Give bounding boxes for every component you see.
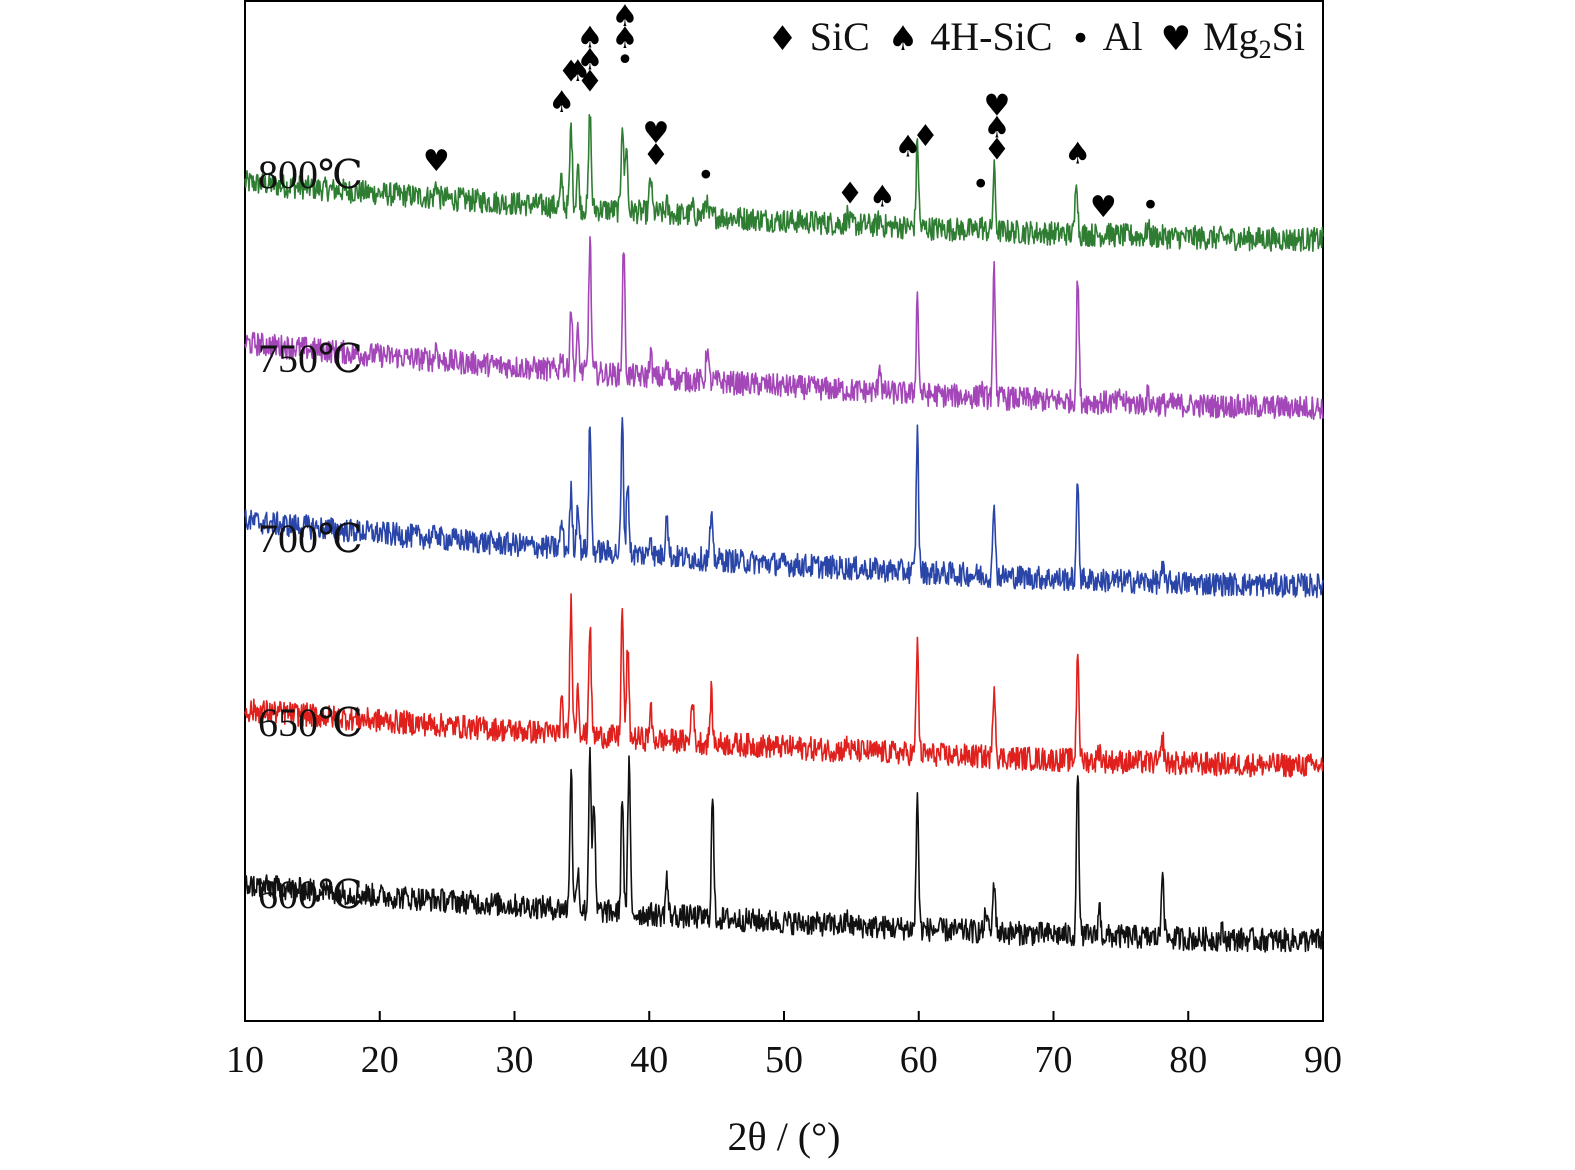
series-label: 600℃ [258,872,363,917]
series-label: 800℃ [258,152,363,197]
peak-marker-heart-icon: ♥ [643,116,670,151]
series-label: 750℃ [258,336,363,381]
peak-marker-dot-icon: • [616,43,634,78]
legend-dot-icon: • [1071,19,1091,59]
series-label: 650℃ [258,700,363,745]
peak-marker-heart-icon: ♥ [423,144,450,179]
series-trace [244,746,1324,953]
x-tick-label: 60 [900,1039,938,1081]
legend-label: Mg [1203,14,1259,59]
legend-label-suffix: Si [1272,14,1305,59]
peak-marker-diamond-icon: ♦ [983,132,1010,167]
x-tick-label: 80 [1169,1039,1207,1081]
x-axis-title: 2θ / (°) [728,1114,841,1159]
legend-label: 4H-SiC [930,14,1052,59]
plot-frame [244,0,1324,1022]
legend-label: Al [1103,14,1143,59]
x-tick-label: 40 [630,1039,668,1081]
peak-marker-heart-icon: ♥ [983,88,1010,123]
peak-marker-diamond-icon: ♦ [837,176,864,211]
peak-markers: ♥♠♦♠♦♠♠•♠♠♦♥•♦ ♠♠♦•♦♠♥♠♥ • [423,0,1159,225]
peak-marker-dot-icon: • [1142,189,1160,224]
legend: ♦ SiC ♠ 4H-SiC • Al ♥ Mg2Si [767,14,1305,64]
legend-label: SiC [810,14,870,59]
peak-marker-spade-icon: ♠ [1064,137,1091,172]
series-trace [244,417,1324,599]
peak-marker-diamond-icon: ♦ [577,64,604,99]
peak-marker-dot-icon: • [697,159,715,194]
series-trace [244,593,1324,778]
peak-marker-dot-icon: • [972,168,990,203]
peak-marker-spade-icon: ♠ [577,20,604,55]
peak-marker-heart-icon: ♥ [1090,190,1117,225]
x-tick-label: 30 [496,1039,534,1081]
peak-marker-spade-icon: ♠ [577,42,604,77]
x-tick-label: 50 [765,1039,803,1081]
legend-spade-icon: ♠ [888,19,918,59]
plot-border [244,0,1324,1022]
series-labels: 800℃ 750℃ 700℃ 650℃ 600℃ [258,152,363,917]
xrd-traces [244,114,1324,953]
legend-heart-icon: ♥ [1161,19,1191,59]
peak-marker-diamond-icon: ♦ [558,54,585,89]
legend-label-subscript: 2 [1259,35,1272,64]
peak-marker-spade-icon: ♠ [612,0,639,34]
legend-row: ♦ SiC ♠ 4H-SiC • Al ♥ Mg2Si [767,14,1305,64]
x-tick-label: 70 [1035,1039,1073,1081]
x-tick-label: 90 [1304,1039,1342,1081]
series-trace [244,114,1324,252]
peak-marker-spade-icon: ♠ [564,54,591,89]
series-label: 700℃ [258,516,363,561]
series-trace [244,236,1324,421]
x-axis-ticks: 10 20 30 40 50 60 70 80 90 [226,1011,1342,1081]
peak-marker-spade-icon: ♠ [983,110,1010,145]
x-tick-label: 20 [361,1039,399,1081]
x-tick-label: 10 [226,1039,264,1081]
peak-marker-spade-icon: ♠ [612,21,639,56]
peak-marker-diamond-icon: ♦ [643,138,670,173]
peak-marker-spade-icon: ♠ [895,130,922,165]
peak-marker-spade-icon: ♠ [548,85,575,120]
peak-marker-diamond-icon: ♦ [912,119,939,154]
legend-diamond-icon: ♦ [767,19,797,59]
peak-marker-spade-icon: ♠ [869,179,896,214]
